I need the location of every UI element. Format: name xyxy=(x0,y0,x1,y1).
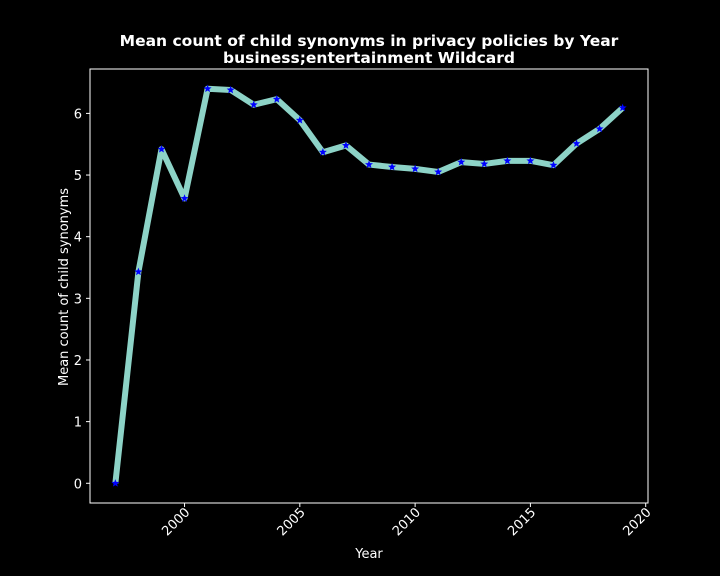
data-point-2013 xyxy=(480,159,489,168)
data-point-2008 xyxy=(365,160,373,168)
data-point-2017 xyxy=(572,139,581,147)
y-axis-label: Mean count of child synonyms xyxy=(57,188,72,386)
data-point-2007 xyxy=(341,141,350,149)
data-point-1997 xyxy=(111,479,120,487)
chart-title: Mean count of child synonyms in privacy … xyxy=(120,32,619,50)
y-tick-label: 6 xyxy=(74,107,82,122)
plot-frame xyxy=(89,68,649,504)
data-point-1999 xyxy=(157,144,166,153)
data-point-2004 xyxy=(272,95,281,103)
data-point-1998 xyxy=(134,267,143,276)
data-point-2016 xyxy=(549,160,558,169)
data-point-2018 xyxy=(595,124,604,133)
data-point-2003 xyxy=(249,100,258,109)
y-tick-label: 2 xyxy=(74,354,82,369)
data-point-2015 xyxy=(526,156,535,165)
data-point-2005 xyxy=(295,115,304,124)
y-tick-label: 5 xyxy=(74,169,82,184)
y-tick-label: 0 xyxy=(74,477,82,492)
x-axis-label: Year xyxy=(354,547,383,562)
data-point-2001 xyxy=(203,84,212,93)
plot-area xyxy=(111,84,627,487)
chart-subtitle: business;entertainment Wildcard xyxy=(223,49,515,67)
data-point-2012 xyxy=(457,157,466,166)
data-point-2000 xyxy=(180,194,189,202)
data-point-2011 xyxy=(434,167,443,176)
data-point-2009 xyxy=(388,162,397,171)
data-point-2010 xyxy=(411,164,420,173)
y-tick-label: 1 xyxy=(74,416,82,431)
data-point-2019 xyxy=(618,103,627,112)
y-tick-label: 3 xyxy=(74,292,82,307)
y-tick-label: 4 xyxy=(74,231,82,246)
data-point-2002 xyxy=(226,85,235,94)
data-point-2006 xyxy=(318,148,327,156)
data-point-2014 xyxy=(503,156,512,165)
